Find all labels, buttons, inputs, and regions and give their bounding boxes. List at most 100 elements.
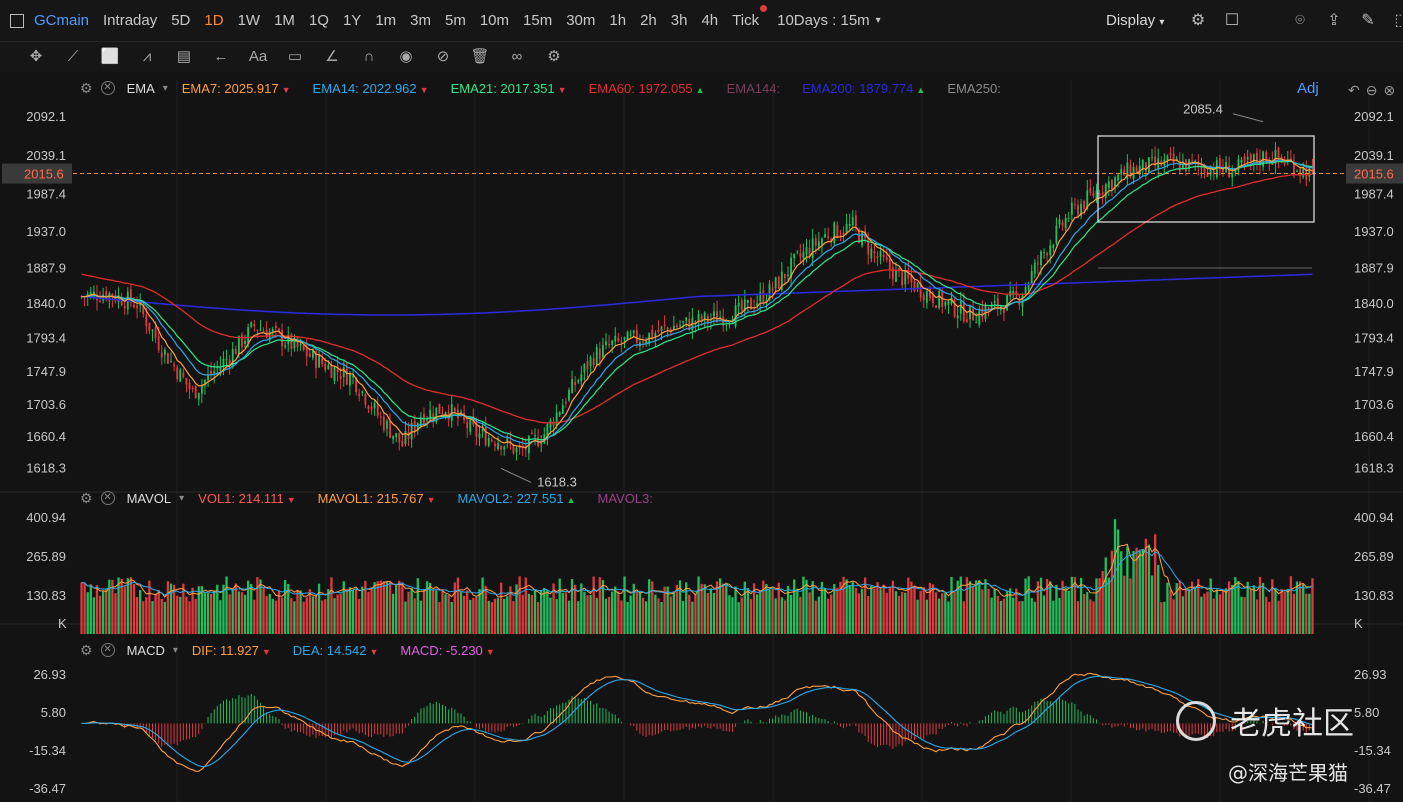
volume-bar xyxy=(1308,593,1311,634)
close-icon[interactable]: ✕ xyxy=(100,491,115,505)
chevron-down-icon[interactable]: ▾ xyxy=(875,15,881,26)
gear-icon[interactable]: ⚙ xyxy=(80,79,93,96)
timeframe-5d[interactable]: 5D xyxy=(171,12,191,29)
candle-body xyxy=(821,238,823,245)
symbol-checkbox-icon[interactable] xyxy=(10,13,24,28)
candle-body xyxy=(1043,252,1045,254)
candle-body xyxy=(1052,244,1055,248)
timeframe-1y[interactable]: 1Y xyxy=(342,12,362,29)
candle-body xyxy=(490,439,493,442)
timeframe-15m[interactable]: 15m xyxy=(523,12,553,29)
polyline-tool-icon[interactable]: ⩘ xyxy=(142,48,152,65)
timeframe-3m[interactable]: 3m xyxy=(410,12,431,29)
volume-bar xyxy=(904,592,907,634)
volume-bar xyxy=(1209,578,1212,634)
volume-bar xyxy=(154,593,157,634)
period-selector[interactable]: 10Days : 15m xyxy=(777,12,870,29)
link-icon[interactable]: ∞ xyxy=(511,48,523,65)
candle-body xyxy=(922,294,925,301)
magnet-icon[interactable]: ∩ xyxy=(363,48,375,65)
move-icon[interactable]: ✥ xyxy=(29,48,43,65)
undo-icon[interactable]: ↶ xyxy=(1348,82,1360,98)
volume-bar xyxy=(740,597,743,634)
volume-bar xyxy=(422,589,426,634)
comment-tool-icon[interactable]: ▭ xyxy=(287,48,303,65)
hide-icon[interactable]: ⊘ xyxy=(436,48,450,65)
pencil-icon[interactable]: ✎ xyxy=(1361,12,1375,29)
timeframe-1d[interactable]: 1D xyxy=(204,12,224,29)
timeframe-1m[interactable]: 1m xyxy=(375,12,397,29)
triangle-down-icon: ▼ xyxy=(261,646,271,657)
symbol-name[interactable]: GCmain xyxy=(34,12,90,29)
timeframe-1m[interactable]: 1M xyxy=(274,12,295,29)
timeframe-1h[interactable]: 1h xyxy=(609,12,627,29)
minus-icon[interactable]: ⊖ xyxy=(1365,82,1378,98)
candle-body xyxy=(1064,217,1067,229)
fullscreen-icon[interactable]: ⬚ xyxy=(1394,12,1403,29)
close-icon[interactable]: ✕ xyxy=(100,81,115,95)
volume-bar xyxy=(105,589,108,634)
dea-line xyxy=(81,675,1313,768)
close-icon[interactable]: ✕ xyxy=(100,643,115,657)
volume-bar xyxy=(820,581,824,634)
candle-body xyxy=(898,267,900,271)
volume-unit-left: K xyxy=(58,616,67,631)
timeframe-2h[interactable]: 2h xyxy=(640,12,657,29)
chevron-down-icon[interactable]: ▾ xyxy=(162,82,168,94)
gear-icon[interactable]: ⚙ xyxy=(80,489,93,506)
text-tool-icon[interactable]: Aa xyxy=(248,48,268,65)
adj-toggle[interactable]: Adj xyxy=(1297,80,1319,97)
candle-body xyxy=(966,319,968,322)
timeframe-3h[interactable]: 3h xyxy=(670,12,688,29)
candlestick-chart[interactable]: 2092.1 2092.1 2039.1 2039.1 1987.4 1987.4 1937… xyxy=(0,72,1403,802)
camera-icon[interactable]: ⌾ xyxy=(1295,12,1305,29)
volume-bar xyxy=(219,600,222,634)
gear-icon[interactable]: ⚙ xyxy=(80,641,93,658)
indicator-name[interactable]: MACD xyxy=(126,642,165,658)
trash-icon[interactable]: 🗑 xyxy=(470,48,490,65)
chevron-down-icon[interactable]: ▾ xyxy=(179,492,185,504)
timeframe-tick[interactable]: Tick xyxy=(732,5,768,29)
timeframe-10m[interactable]: 10m xyxy=(479,12,510,29)
gear-icon[interactable]: ⚙ xyxy=(1190,12,1206,29)
share-icon[interactable]: ⇪ xyxy=(1327,12,1341,29)
line-tool-icon[interactable]: ⟋ xyxy=(67,48,79,65)
volume-bar xyxy=(607,596,611,634)
rectangle-tool-icon[interactable]: ⬜ xyxy=(100,48,120,65)
timeframe-intraday[interactable]: Intraday xyxy=(103,12,158,29)
timeframe-1q[interactable]: 1Q xyxy=(308,12,329,29)
macd-label: DIF: xyxy=(191,642,221,658)
mavol2-line xyxy=(81,549,1313,596)
chart-area[interactable]: 2092.1 2092.1 2039.1 2039.1 1987.4 1987.4 1937… xyxy=(0,72,1403,802)
indicator-name[interactable]: MAVOL xyxy=(126,490,172,506)
volume-bar xyxy=(722,583,725,634)
settings-icon[interactable]: ⚙ xyxy=(547,48,561,65)
indicator-name[interactable]: EMA xyxy=(126,80,155,96)
candle-body xyxy=(429,409,432,420)
timeframe-4h[interactable]: 4h xyxy=(701,12,719,29)
close-icon[interactable]: ⊗ xyxy=(1383,82,1396,98)
volume-bar xyxy=(333,598,336,634)
fibonacci-tool-icon[interactable]: ▤ xyxy=(176,48,192,65)
volume-bar xyxy=(438,602,441,634)
macd-item: MACD: -5.230 ▼ xyxy=(400,643,494,658)
volume-values: VOL1: 214.111 ▼ MAVOL1: 215.767 ▼ MAVOL2: 22… xyxy=(198,491,675,506)
display-menu[interactable]: Display ▾ xyxy=(1106,12,1164,29)
layout-icon[interactable]: ☐ xyxy=(1224,12,1240,29)
volume-bar xyxy=(1018,601,1021,634)
timeframe-5m[interactable]: 5m xyxy=(445,12,466,29)
triangle-up-icon: ▲ xyxy=(695,84,705,95)
timeframe-1w[interactable]: 1W xyxy=(237,12,261,29)
chevron-down-icon[interactable]: ▾ xyxy=(172,644,178,656)
candle-body xyxy=(185,377,188,385)
candle-body xyxy=(1080,203,1083,217)
volume-bar xyxy=(833,583,836,634)
volume-bar xyxy=(1141,548,1144,634)
volume-bar xyxy=(1268,601,1271,634)
timeframe-30m[interactable]: 30m xyxy=(566,12,596,29)
arrow-tool-icon[interactable]: ← xyxy=(213,48,229,65)
eye-icon[interactable]: ◉ xyxy=(399,48,413,65)
volume-bar xyxy=(771,588,774,634)
volume-bar xyxy=(916,599,919,634)
ruler-icon[interactable]: ∠ xyxy=(325,48,339,65)
